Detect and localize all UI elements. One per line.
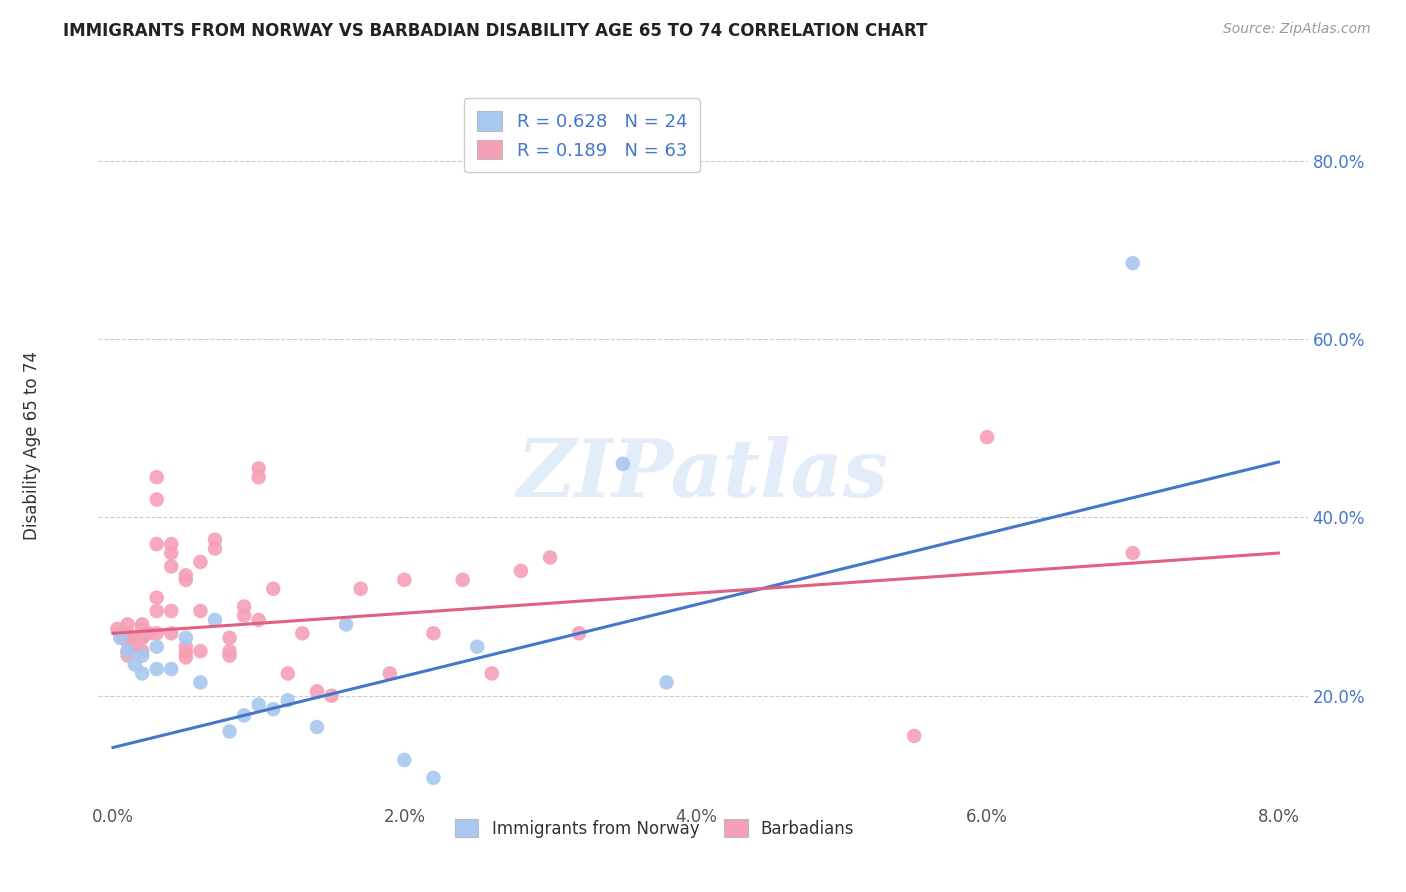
Point: [174, 650, 197, 665]
Text: IMMIGRANTS FROM NORWAY VS BARBADIAN DISABILITY AGE 65 TO 74 CORRELATION CHART: IMMIGRANTS FROM NORWAY VS BARBADIAN DISA…: [63, 22, 928, 40]
Point: [131, 631, 153, 645]
Point: [247, 613, 270, 627]
Text: Disability Age 65 to 74: Disability Age 65 to 74: [22, 351, 41, 541]
Point: [277, 666, 299, 681]
Point: [568, 626, 591, 640]
Point: [262, 582, 284, 596]
Point: [1122, 256, 1144, 270]
Point: [131, 622, 153, 636]
Point: [422, 626, 444, 640]
Point: [612, 457, 634, 471]
Point: [145, 492, 167, 507]
Text: Source: ZipAtlas.com: Source: ZipAtlas.com: [1223, 22, 1371, 37]
Point: [131, 644, 153, 658]
Point: [117, 635, 139, 649]
Point: [124, 631, 146, 645]
Point: [204, 541, 226, 556]
Point: [976, 430, 998, 444]
Point: [145, 662, 167, 676]
Point: [131, 631, 153, 645]
Point: [112, 631, 135, 645]
Point: [422, 771, 444, 785]
Point: [538, 550, 561, 565]
Point: [321, 689, 343, 703]
Point: [350, 582, 373, 596]
Point: [145, 640, 167, 654]
Point: [509, 564, 531, 578]
Point: [277, 693, 299, 707]
Point: [394, 573, 416, 587]
Legend: Immigrants from Norway, Barbadians: Immigrants from Norway, Barbadians: [449, 813, 860, 845]
Point: [145, 537, 167, 551]
Point: [190, 644, 212, 658]
Point: [145, 591, 167, 605]
Point: [160, 662, 183, 676]
Point: [218, 631, 240, 645]
Point: [117, 644, 139, 658]
Point: [247, 461, 270, 475]
Point: [110, 631, 132, 645]
Point: [174, 573, 197, 587]
Point: [160, 559, 183, 574]
Point: [305, 684, 328, 698]
Point: [138, 626, 160, 640]
Point: [465, 640, 488, 654]
Point: [117, 644, 139, 658]
Point: [124, 640, 146, 654]
Text: ZIPatlas: ZIPatlas: [517, 436, 889, 513]
Point: [160, 546, 183, 560]
Point: [394, 753, 416, 767]
Point: [160, 626, 183, 640]
Point: [145, 604, 167, 618]
Point: [190, 555, 212, 569]
Point: [233, 608, 256, 623]
Point: [378, 666, 401, 681]
Point: [481, 666, 503, 681]
Point: [160, 604, 183, 618]
Point: [117, 626, 139, 640]
Point: [145, 470, 167, 484]
Point: [160, 537, 183, 551]
Point: [117, 648, 139, 663]
Point: [131, 666, 153, 681]
Point: [174, 568, 197, 582]
Point: [1122, 546, 1144, 560]
Point: [145, 626, 167, 640]
Point: [233, 708, 256, 723]
Point: [247, 470, 270, 484]
Point: [131, 648, 153, 663]
Point: [105, 622, 128, 636]
Point: [305, 720, 328, 734]
Point: [131, 617, 153, 632]
Point: [190, 675, 212, 690]
Point: [451, 573, 474, 587]
Point: [218, 724, 240, 739]
Point: [218, 648, 240, 663]
Point: [204, 613, 226, 627]
Point: [124, 657, 146, 672]
Point: [335, 617, 357, 632]
Point: [655, 675, 678, 690]
Point: [117, 617, 139, 632]
Point: [174, 640, 197, 654]
Point: [291, 626, 314, 640]
Point: [903, 729, 925, 743]
Point: [204, 533, 226, 547]
Point: [190, 604, 212, 618]
Point: [110, 626, 132, 640]
Point: [174, 631, 197, 645]
Point: [174, 646, 197, 660]
Point: [262, 702, 284, 716]
Point: [233, 599, 256, 614]
Point: [218, 644, 240, 658]
Point: [117, 631, 139, 645]
Point: [247, 698, 270, 712]
